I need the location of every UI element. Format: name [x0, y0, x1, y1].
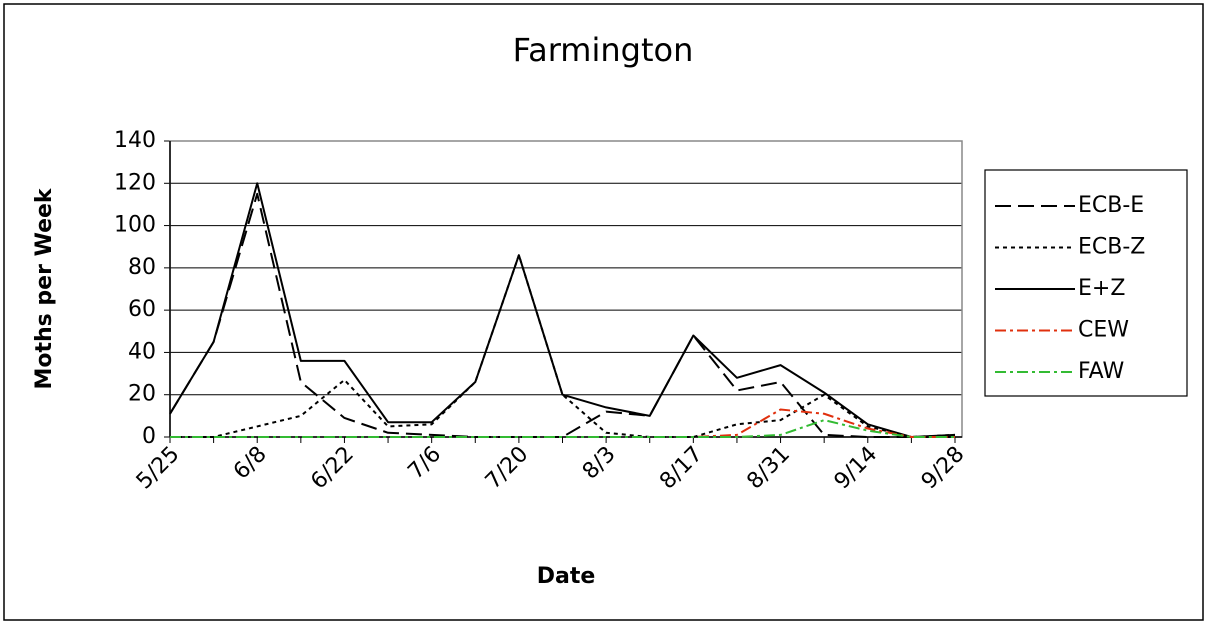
y-tick-label: 0 — [142, 424, 156, 449]
legend-label: E+Z — [1078, 276, 1125, 301]
series-line — [170, 408, 955, 438]
y-tick-label: 80 — [128, 255, 156, 280]
y-tick-label: 40 — [128, 339, 156, 364]
legend-box — [984, 169, 1188, 397]
legend-label: ECB-E — [1078, 193, 1144, 218]
legend-label: ECB-Z — [1078, 235, 1145, 260]
series-line — [170, 254, 956, 438]
y-tick-label: 20 — [128, 382, 156, 407]
legend-label: FAW — [1078, 359, 1124, 384]
y-tick-label: 140 — [114, 128, 156, 153]
legend-label: CEW — [1078, 318, 1129, 343]
x-axis-label: Date — [537, 564, 596, 589]
y-tick-label: 100 — [114, 213, 156, 238]
y-tick-label: 120 — [114, 170, 156, 195]
y-tick-label: 60 — [128, 297, 156, 322]
series-line — [169, 182, 956, 438]
chart-title: Farmington — [513, 31, 694, 69]
y-axis-label: Moths per Week — [32, 187, 57, 389]
